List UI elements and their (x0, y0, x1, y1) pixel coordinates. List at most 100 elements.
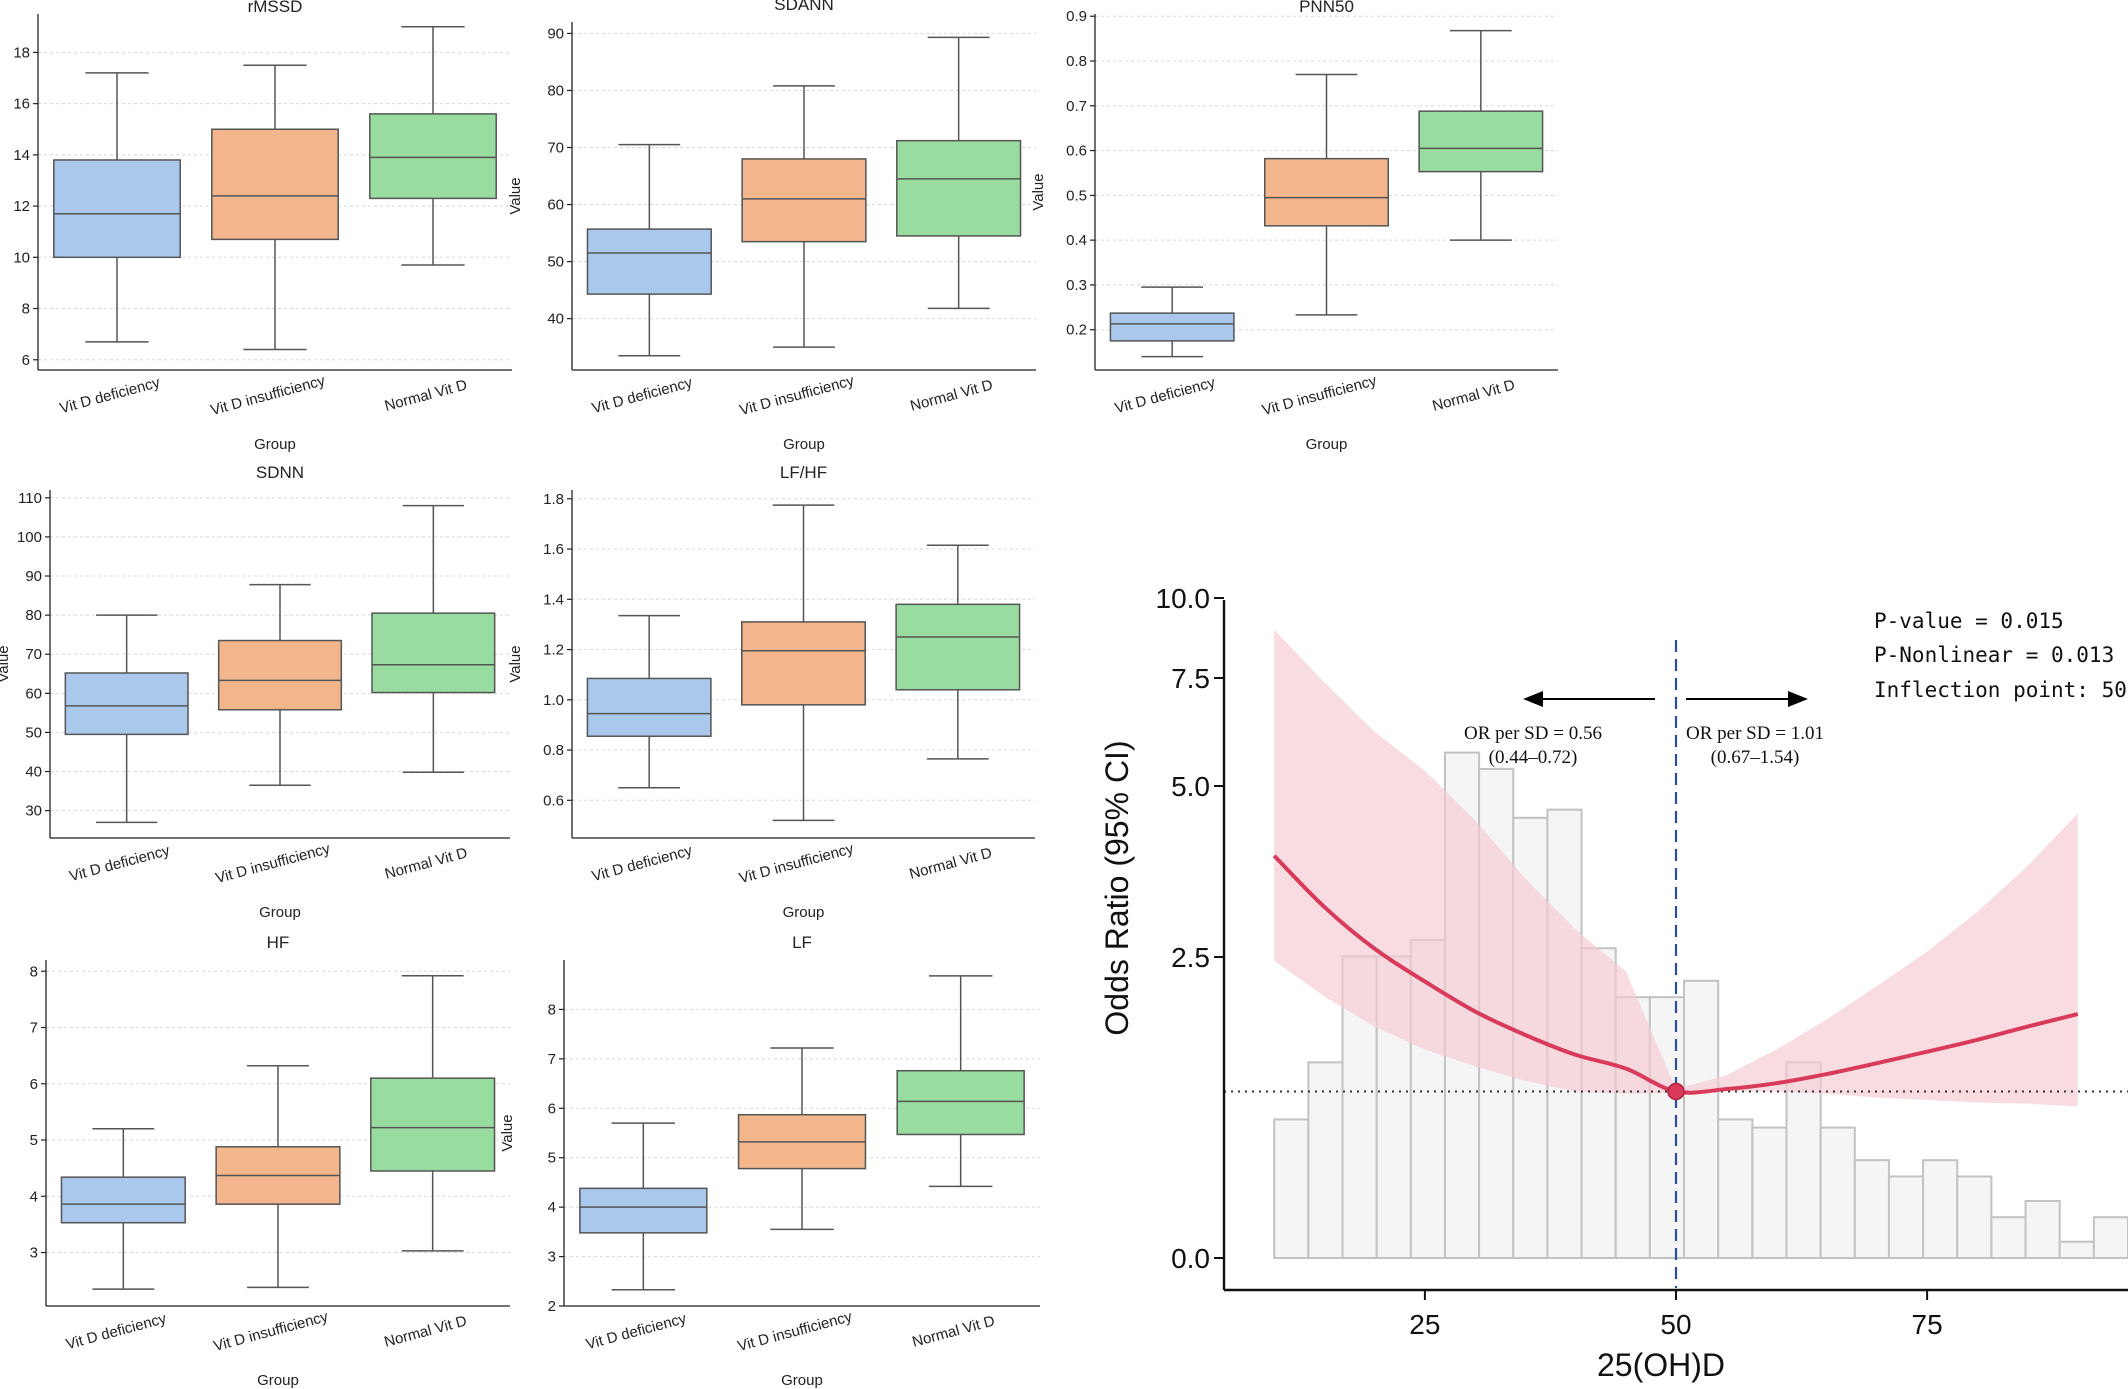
box-2 (371, 504, 496, 774)
category-label: Normal Vit D (908, 844, 994, 882)
y-tick-label: 0.6 (543, 792, 564, 809)
histogram-bar (1785, 1061, 1822, 1260)
left-arrow-head (1523, 691, 1543, 707)
category-label: Vit D insufficiency (209, 372, 328, 419)
y-tick-label: 18 (13, 44, 30, 61)
histogram-bar (1648, 996, 1686, 1259)
panel-title: SDANN (774, 0, 834, 14)
histogram-bar (2092, 1216, 2128, 1260)
histogram-bar (2024, 1199, 2061, 1260)
y-tick-label: 50 (547, 254, 564, 271)
category-label: Vit D deficiency (590, 374, 694, 417)
y-tick-label: 2 (548, 1298, 556, 1315)
right-ci-annotation: (0.67–1.54) (1711, 747, 1800, 768)
y-tick-label: 14 (13, 147, 30, 164)
y-tick-label: 110 (18, 490, 42, 507)
y-tick-label: 90 (547, 25, 564, 42)
boxplot-panel-6: 2 3 4 5 6 7 8 Vit D deficiency Vit D insufficien… (499, 933, 1040, 1389)
y-axis-label: Value (507, 645, 524, 682)
y-tick-label: 7 (30, 1020, 38, 1037)
y-tick-label: 0.4 (1066, 232, 1087, 249)
box-1 (1264, 73, 1389, 316)
iqr-box (741, 621, 866, 706)
box-2 (896, 975, 1025, 1188)
category-label: Normal Vit D (910, 1312, 996, 1350)
y-axis-label: Value (1030, 173, 1047, 210)
category-label: Normal Vit D (383, 844, 469, 882)
histogram-bar (1853, 1159, 1890, 1259)
iqr-box (53, 159, 181, 259)
box-1 (211, 64, 339, 351)
inflection-annotation: Inflection point: 50 (1874, 678, 2127, 702)
left-ci-annotation: (0.44–0.72) (1489, 747, 1578, 768)
panel-title: rMSSD (248, 0, 303, 16)
y-axis-label: Odds Ratio (95% CI) (1099, 740, 1135, 1035)
y-tick-label: 0.7 (1066, 98, 1087, 115)
iqr-box (586, 677, 712, 737)
y-tick-label: 8 (22, 301, 30, 318)
box-2 (369, 26, 497, 266)
y-tick-label: 60 (25, 685, 42, 702)
y-tick-label: 4 (30, 1188, 38, 1205)
iqr-box (369, 113, 497, 200)
box-1 (217, 583, 343, 786)
box-0 (579, 1122, 708, 1291)
y-tick-label: 40 (25, 764, 42, 781)
y-tick-label: 0.3 (1066, 277, 1087, 294)
y-tick-label: 0.6 (1066, 143, 1087, 160)
panel-title: LF (792, 933, 812, 952)
inflection-point-marker (1667, 1082, 1685, 1101)
x-tick-label: 50 (1660, 1309, 1691, 1340)
box-1 (741, 85, 867, 348)
category-label: Vit D insufficiency (738, 372, 857, 419)
y-tick-label: 5 (548, 1150, 556, 1167)
y-tick-label: 70 (25, 646, 42, 663)
y-tick-label: 4 (548, 1199, 556, 1216)
boxplot-panel-5: 3 4 5 6 7 8 Vit D deficiency Vit D insufficienc… (30, 933, 510, 1389)
x-axis-label: Group (254, 436, 296, 453)
y-tick-label: 0.2 (1066, 322, 1087, 339)
y-tick-label: 0.9 (1066, 8, 1087, 25)
iqr-box (60, 1176, 186, 1224)
iqr-box (896, 139, 1022, 237)
histogram-bar (1751, 1126, 1788, 1260)
y-tick-label: 0.8 (1066, 53, 1087, 70)
y-tick-label: 5.0 (1171, 771, 1210, 802)
right-arrow-head (1788, 691, 1808, 707)
y-tick-label: 0.8 (543, 742, 564, 759)
p-nonlinear-annotation: P-Nonlinear = 0.013 (1874, 643, 2114, 667)
box-0 (64, 614, 189, 824)
x-axis-label: Group (257, 1372, 299, 1389)
y-tick-label: 0.5 (1066, 187, 1087, 204)
x-axis-label: Group (259, 904, 301, 921)
y-tick-label: 10 (13, 249, 30, 266)
boxplot-panel-4: 0.6 0.8 1.0 1.2 1.4 1.6 1.8 Vit D deficiency Vit… (507, 463, 1035, 921)
category-label: Vit D deficiency (584, 1310, 688, 1353)
category-label: Vit D deficiency (64, 1310, 168, 1353)
panel-title: PNN50 (1299, 0, 1354, 16)
y-tick-label: 1.4 (543, 591, 564, 608)
y-tick-label: 1.8 (543, 491, 564, 508)
category-label: Normal Vit D (1431, 376, 1517, 414)
y-tick-label: 1.0 (543, 692, 564, 709)
y-tick-label: 10.0 (1156, 583, 1211, 614)
y-tick-label: 1.6 (543, 541, 564, 558)
y-axis-label: Value (499, 1114, 516, 1151)
histogram-bar (2058, 1240, 2095, 1260)
y-tick-label: 6 (548, 1100, 556, 1117)
category-label: Normal Vit D (908, 376, 994, 414)
y-tick-label: 80 (25, 607, 42, 624)
x-axis-label: Group (783, 904, 825, 921)
y-axis-label: Value (507, 177, 524, 214)
iqr-box (370, 1077, 496, 1172)
category-label: Normal Vit D (382, 1312, 468, 1350)
box-0 (1109, 286, 1235, 358)
histogram-bar (1273, 1118, 1310, 1259)
y-tick-label: 3 (30, 1245, 38, 1262)
x-axis-label: Group (783, 436, 825, 453)
box-0 (586, 143, 712, 357)
panel-title: LF/HF (780, 463, 827, 482)
category-label: Vit D insufficiency (214, 840, 333, 887)
histogram-bar (1819, 1126, 1856, 1260)
